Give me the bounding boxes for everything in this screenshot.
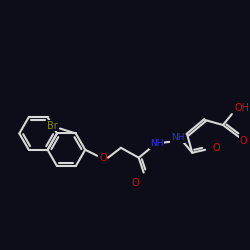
Text: Br: Br bbox=[47, 120, 58, 130]
Text: O: O bbox=[99, 153, 107, 163]
Text: O: O bbox=[212, 143, 220, 153]
Text: O: O bbox=[240, 136, 248, 146]
Text: O: O bbox=[132, 178, 140, 188]
Text: OH: OH bbox=[234, 103, 249, 113]
Text: NH: NH bbox=[171, 134, 184, 142]
Text: NH: NH bbox=[150, 139, 163, 148]
